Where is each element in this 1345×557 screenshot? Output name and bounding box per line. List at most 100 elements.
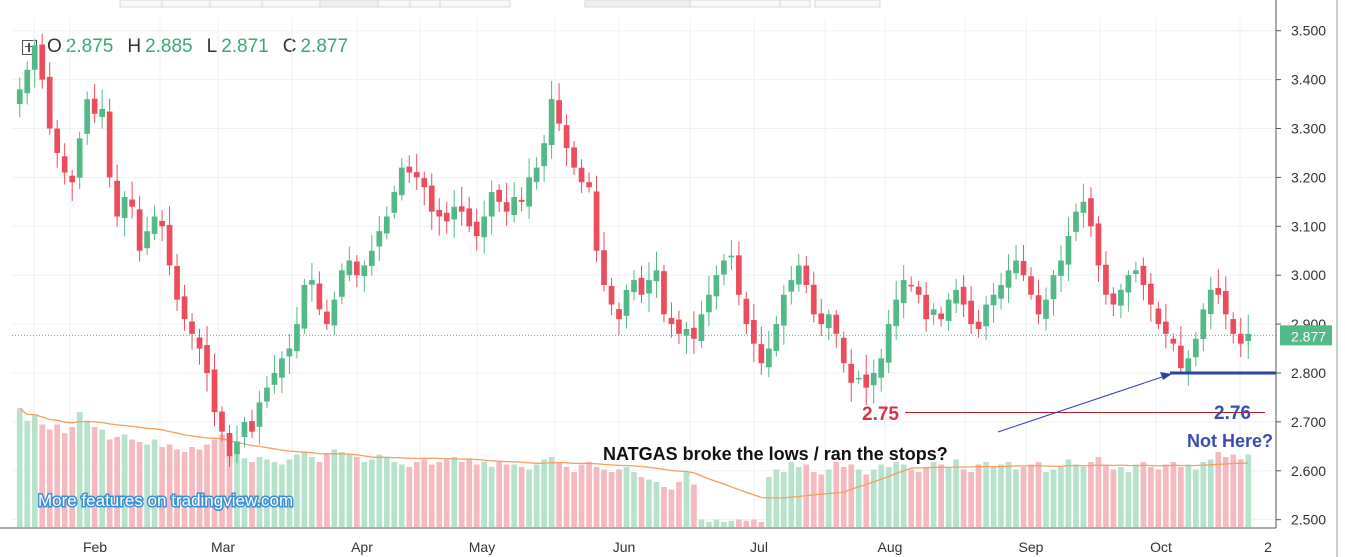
candle-body (653, 270, 660, 282)
candle-body (406, 166, 413, 173)
volume-bar (368, 459, 375, 527)
candle-body (855, 377, 862, 380)
x-tick-label: Apr (351, 539, 373, 555)
volume-bar (69, 427, 76, 527)
candle-body (953, 289, 959, 304)
candle-body (376, 231, 383, 247)
volume-bar (893, 462, 900, 527)
volume-bar (301, 452, 308, 527)
candle-body (1020, 260, 1027, 276)
top-tab (261, 0, 321, 8)
annotation-natgas: NATGAS broke the lows / ran the stops? (603, 444, 948, 464)
candle-body (556, 100, 562, 124)
candle-body (638, 277, 645, 295)
volume-bar (698, 519, 705, 527)
candle-body (765, 348, 772, 368)
candle-body (436, 209, 443, 217)
candle-body (1207, 289, 1214, 315)
x-tick-label: Jun (613, 539, 636, 555)
candle-body (810, 284, 817, 315)
volume-bar (1133, 464, 1139, 527)
candle-body (900, 280, 907, 304)
volume-bar (331, 449, 338, 527)
volume-bar (825, 469, 832, 527)
volume-bar (496, 462, 503, 527)
volume-bar (623, 467, 630, 527)
top-tab (689, 0, 781, 8)
volume-bar (24, 420, 31, 527)
volume-bar (451, 457, 458, 527)
volume-bar (226, 452, 233, 527)
candle-body (503, 202, 510, 212)
candle-body (713, 275, 720, 297)
volume-bar (870, 469, 877, 527)
volume-bar (706, 522, 712, 527)
candle-body (391, 192, 398, 213)
candle-body (226, 433, 233, 457)
candle-body (46, 76, 53, 129)
candle-body (511, 196, 517, 216)
candle-body (428, 185, 435, 212)
volume-bar (818, 474, 825, 527)
candle-body (1140, 265, 1147, 285)
x-tick-label: Oct (1150, 539, 1172, 555)
volume-bar (571, 472, 577, 527)
candle-body (646, 280, 652, 294)
candle-body (706, 294, 712, 313)
volume-bar (1200, 462, 1207, 527)
high-value: 2.885 (145, 36, 193, 57)
candle-body (368, 250, 375, 266)
annotation-not-here: Not Here? (1187, 431, 1273, 451)
candle-body (1200, 309, 1207, 340)
candle-body (571, 147, 577, 168)
volume-bar (204, 444, 210, 527)
top-tab (377, 0, 411, 8)
candle-body (623, 289, 630, 316)
volume-bar (211, 439, 218, 527)
candle-body (593, 191, 600, 251)
top-tab (319, 0, 379, 8)
volume-bar (578, 464, 585, 527)
candle-body (1088, 198, 1094, 227)
volume-bar (241, 458, 248, 527)
volume-bar (174, 449, 180, 527)
volume-bar (481, 462, 488, 527)
candle-body (24, 69, 31, 94)
candle-body (383, 216, 390, 234)
volume-bar (503, 464, 510, 527)
close-value: 2.877 (300, 36, 349, 57)
candle-body (331, 299, 338, 326)
candle-body (833, 314, 840, 334)
candle-body (1035, 295, 1042, 315)
volume-bar (1088, 462, 1094, 527)
volume-bar (1043, 472, 1049, 527)
volume-bar (99, 429, 105, 527)
volume-bar (945, 467, 952, 527)
volume-bar (908, 469, 915, 527)
candle-body (61, 156, 68, 173)
candle-body (743, 298, 750, 325)
volume-bar (863, 474, 870, 527)
candle-body (353, 261, 360, 276)
candle-body (204, 345, 210, 373)
last-price-tag-text: 2.877 (1291, 328, 1326, 344)
low-label: L (206, 36, 218, 57)
candle-body (129, 199, 135, 207)
top-tab (409, 0, 441, 8)
candle-body (818, 313, 825, 325)
candle-body (1155, 308, 1162, 325)
candle-body (1215, 287, 1222, 295)
volume-bar (1222, 457, 1229, 527)
volume-bar (1058, 467, 1064, 527)
volume-bar (661, 487, 667, 527)
candle-body (151, 216, 158, 234)
volume-bar (728, 520, 735, 527)
candle-body (458, 206, 465, 212)
volume-bar (121, 434, 128, 527)
volume-bar (181, 452, 188, 527)
candle-body (189, 321, 195, 334)
volume-bar (1185, 464, 1192, 527)
y-tick-label: 2.500 (1291, 512, 1326, 528)
candle-body (975, 321, 982, 329)
